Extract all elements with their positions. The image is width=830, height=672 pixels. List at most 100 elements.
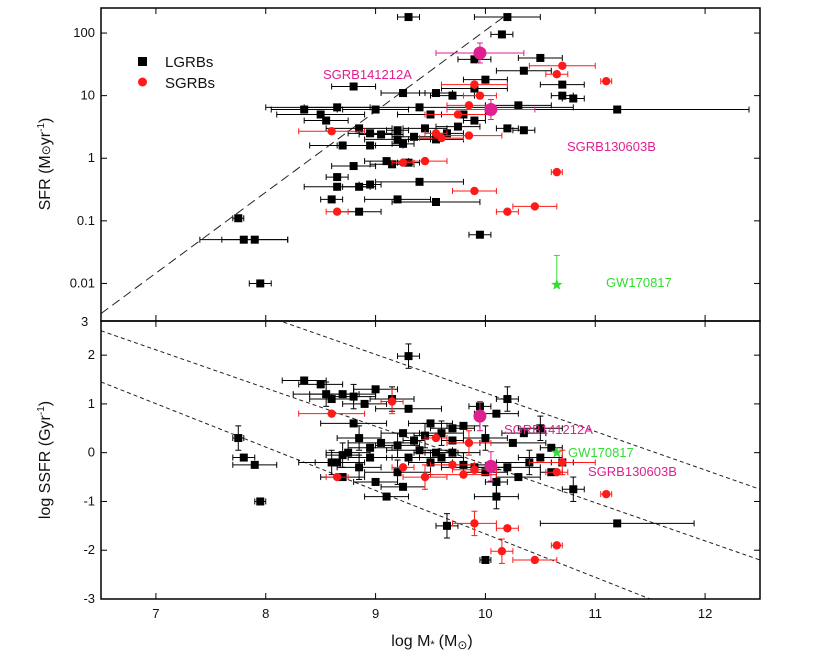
ssfr-highlight-point-1 (484, 459, 498, 473)
sfr-lgrb-point-17 (322, 116, 331, 125)
sfr-sgrb-point-10 (437, 133, 446, 143)
sfr-sgrb-point-13 (470, 186, 479, 196)
x-label-sun: ⊙ (457, 638, 467, 652)
ssfr-sgrb-point-2 (431, 433, 441, 443)
sfr-axes: 0.01 0.1 1 10 100 (70, 8, 760, 321)
ssfr-sgrb-point-1 (327, 409, 336, 418)
ssfr-lgrb-point-2 (316, 380, 325, 389)
legend-sgrb-label: SGRBs (165, 75, 215, 92)
ssfr-lgrb-point-67 (366, 453, 375, 462)
sfr-marks: SGRB141212A SGRB130603B GW170817 (101, 13, 750, 314)
sfr-lgrb-point-21 (514, 101, 523, 110)
sfr-sgrb-point-4 (475, 91, 485, 100)
sfr-lgrb-point-28 (393, 126, 402, 135)
ssfr-lgrb-point-61 (448, 436, 457, 445)
ssfr-lgrb-point-25 (613, 519, 622, 528)
sfr-sgrb-point-2 (602, 77, 611, 86)
ssfr-ytick-label-4: 1 (88, 396, 95, 411)
sfr-panel: SGRB141212A SGRB130603B GW170817 0.01 0.1 1 1… (36, 7, 761, 329)
ssfr-plot-frame (100, 320, 761, 600)
sfr-ytick-label-2: 1 (88, 150, 95, 165)
sfr-sgrb-point-5 (464, 101, 474, 110)
ssfr-sgrb-point-4 (448, 460, 457, 470)
ssfr-sgrb-point-9 (558, 458, 567, 467)
ssfr-highlight-label-1: SGRB130603B (588, 464, 677, 479)
sfr-y-label-unit: yr (37, 131, 54, 145)
sfr-lgrb-point-1 (503, 13, 512, 22)
x-label-unit: (M (439, 633, 458, 650)
ssfr-lgrb-point-22 (547, 443, 556, 452)
ssfr-lgrb-point-7 (360, 399, 369, 408)
sfr-lgrb-point-29 (366, 129, 375, 138)
ssfr-lgrb-point-32 (415, 446, 424, 455)
sfr-lgrb-point-6 (519, 66, 528, 75)
ssfr-guide-line-1 (101, 381, 651, 599)
ssfr-lgrb-point-55 (250, 460, 259, 469)
ssfr-y-label-main: log SSFR (Gyr (37, 414, 54, 519)
sfr-lgrb-point-30 (355, 124, 364, 133)
ssfr-lgrb-point-53 (239, 453, 248, 462)
ssfr-guide-line-2 (278, 321, 760, 490)
sfr-ytick-label-4: 100 (73, 25, 95, 40)
sfr-lgrb-point-12 (431, 89, 440, 98)
ssfr-lgrb-point-6 (349, 392, 358, 401)
sfr-lgrb-point-42 (382, 157, 391, 166)
ssfr-lgrb-point-11 (426, 419, 435, 428)
sfr-lgrb-point-22 (613, 105, 622, 114)
x-label-main: log M (391, 633, 430, 650)
ssfr-lgrb-point-52 (333, 458, 342, 467)
legend-lgrb-label: LGRBs (165, 54, 213, 71)
sfr-sgrb-point-0 (558, 61, 567, 70)
ssfr-lgrb-point-16 (492, 409, 501, 418)
sfr-lgrb-point-2 (497, 30, 506, 39)
sfr-sgrb-point-17 (552, 167, 562, 177)
sfr-lgrb-point-31 (377, 130, 386, 139)
ssfr-sgrb-point-17 (398, 463, 408, 472)
sfr-lgrb-point-48 (366, 180, 375, 189)
ssfr-lgrb-point-26 (349, 419, 358, 428)
sfr-highlight-point-0 (473, 46, 487, 60)
ssfr-ytick-label-2: -1 (83, 493, 95, 508)
ssfr-lgrb-point-12 (437, 429, 446, 438)
ssfr-gw-star (551, 446, 563, 458)
ssfr-lgrb-point-65 (399, 429, 408, 438)
ssfr-sgrb-point-6 (420, 472, 430, 482)
sfr-lgrb-point-44 (349, 162, 358, 171)
ssfr-lgrb-point-20 (519, 429, 528, 438)
sfr-lgrb-point-50 (393, 195, 402, 204)
x-axis-label: log M* (M⊙) (391, 633, 472, 652)
ssfr-ytick-label-1: -2 (83, 542, 95, 557)
sfr-highlight-label-0: SGRB141212A (323, 67, 412, 82)
x-tick-label-5: 12 (698, 606, 712, 621)
ssfr-lgrb-point-48 (355, 463, 364, 472)
ssfr-y-label-close: ) (37, 401, 54, 406)
ssfr-lgrb-point-14 (459, 421, 468, 430)
ssfr-lgrb-point-29 (377, 438, 386, 447)
sfr-lgrb-point-9 (558, 80, 567, 89)
sfr-lgrb-point-4 (481, 75, 490, 84)
ssfr-sgrb-point-8 (470, 465, 479, 474)
ssfr-lgrb-point-30 (393, 441, 402, 450)
sfr-lgrb-point-53 (431, 197, 440, 206)
sfr-y-label-exp: -1 (36, 123, 47, 132)
ssfr-sgrb-point-0 (387, 397, 397, 406)
sfr-sgrb-point-11 (420, 156, 430, 166)
sfr-ytick-label-0: 0.01 (70, 275, 95, 290)
sfr-lgrb-point-40 (503, 124, 512, 133)
sfr-sgrb-point-6 (453, 110, 463, 119)
ssfr-lgrb-point-50 (382, 492, 391, 501)
sfr-lgrb-point-32 (393, 135, 402, 144)
sfr-y-label-main: SFR (M (37, 155, 54, 210)
sfr-y-axis-label: SFR (M⊙yr-1) (36, 118, 54, 211)
sfr-lgrb-point-14 (349, 82, 358, 91)
x-tick-label-0: 7 (152, 606, 159, 621)
sfr-lgrb-point-18 (300, 105, 309, 114)
sfr-sgrb-point-7 (327, 127, 336, 136)
sfr-lgrb-point-19 (371, 105, 380, 114)
sfr-legend: LGRBs SGRBs (138, 54, 215, 92)
sfr-lgrb-point-57 (475, 230, 484, 239)
sfr-y-label-close: ) (37, 118, 54, 123)
ssfr-guide-line-0 (101, 330, 760, 561)
